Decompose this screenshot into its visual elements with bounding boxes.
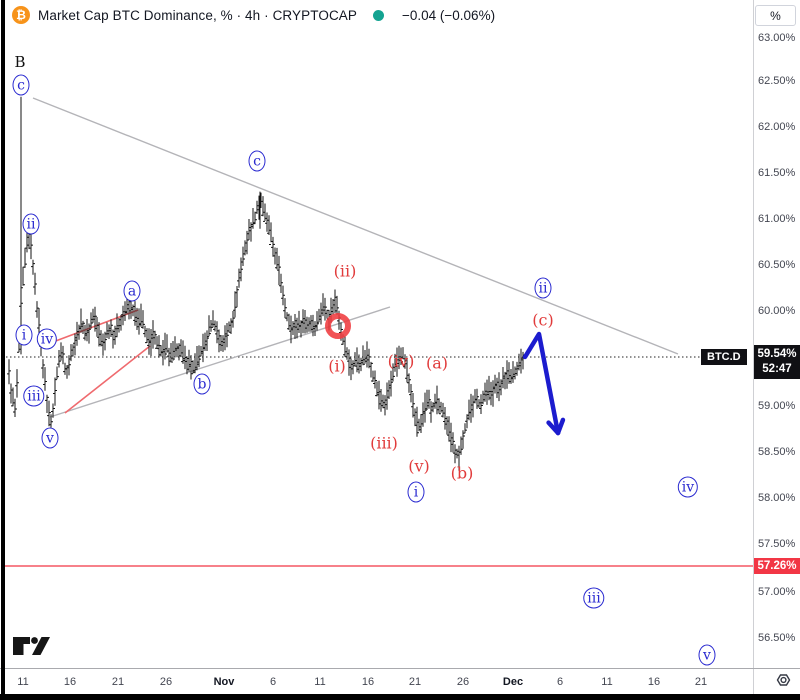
red-wave-label-i[interactable]: (i) [328,356,346,376]
alert-price-label: 57.26% [754,558,800,574]
symbol-title[interactable]: Market Cap BTC Dominance, % · 4h · CRYPT… [38,7,357,23]
price-tick-57.00%: 57.00% [758,586,796,598]
red-wave-label-b[interactable]: (b) [450,463,474,483]
red-wave-label-a[interactable]: (a) [425,353,449,373]
percent-unit-button[interactable]: % [755,5,796,26]
price-tick-63.00%: 63.00% [758,32,796,44]
last-price-value: 59.54% [757,348,797,360]
last-price-label: 59.54% 52:47 [754,345,800,379]
price-tick-56.50%: 56.50% [758,632,796,644]
red-wave-label-iii[interactable]: (iii) [370,433,398,453]
time-tick-11: 11 [314,676,326,688]
chart-legend: ₿ Market Cap BTC Dominance, % · 4h · CRY… [0,0,752,30]
wave-label-a[interactable]: a [123,280,141,302]
time-tick-21: 21 [408,676,422,688]
price-tick-60.50%: 60.50% [758,259,796,271]
wave-label-iii[interactable]: iii [23,385,45,407]
price-tick-62.00%: 62.00% [758,121,796,133]
bitcoin-icon: ₿ [12,6,30,24]
tradingview-logo[interactable] [12,634,52,658]
ring-marker[interactable] [325,313,351,339]
time-tick-16: 16 [63,676,77,688]
wave-label-i[interactable]: i [407,481,425,503]
red-wave-label-c[interactable]: (c) [532,310,554,330]
price-bar-ticks [7,200,525,456]
price-tick-58.50%: 58.50% [758,446,796,458]
wave-label-ii[interactable]: ii [22,213,40,235]
wave-label-iv[interactable]: iv [677,476,699,498]
price-scale[interactable]: % 59.54% 52:47 57.26% 63.00% 62.50% 62.00%… [754,0,800,668]
price-tick-58.00%: 58.00% [758,492,796,504]
window-border-bottom [0,694,800,700]
wave-label-v[interactable]: v [698,644,716,666]
time-tick-16: 16 [647,676,661,688]
red-wave-label-iv[interactable]: (iv) [387,351,415,371]
price-scale-border [753,0,754,694]
wave-label-i[interactable]: i [15,324,33,346]
descending-trendline[interactable] [32,97,679,355]
time-tick-11: 11 [601,676,613,688]
wave-label-c[interactable]: c [12,74,30,96]
red-wave-label-ii[interactable]: (ii) [333,261,357,281]
wave-label-iii[interactable]: iii [583,587,605,609]
price-tick-61.00%: 61.00% [758,213,796,225]
time-tick-26: 26 [456,676,470,688]
wave-label-b[interactable]: b [193,373,211,395]
price-tick-61.50%: 61.50% [758,167,796,179]
projection-arrow[interactable] [522,331,561,436]
red-wave-label-v[interactable]: (v) [408,456,430,476]
time-tick-Dec: Dec [502,676,524,688]
time-tick-26: 26 [159,676,173,688]
time-tick-6: 6 [269,676,277,688]
time-tick-21: 21 [694,676,708,688]
wave-label-B[interactable]: B [14,53,26,71]
time-scale-border [0,668,800,669]
scale-settings-icon[interactable] [769,670,795,690]
time-tick-6: 6 [556,676,564,688]
price-bars[interactable] [8,192,524,471]
market-status-dot-icon[interactable] [373,9,384,21]
price-change-value: −0.04 (−0.06%) [402,7,496,23]
price-tick-59.00%: 59.00% [758,400,796,412]
symbol-price-flag: BTC.D [701,349,747,365]
wave-label-ii[interactable]: ii [534,277,552,299]
time-tick-Nov: Nov [213,676,235,688]
time-tick-21: 21 [111,676,125,688]
wave-label-c[interactable]: c [248,150,266,172]
time-scale[interactable]: 11 16 21 26 Nov 6 11 16 21 26 Dec 6 11 16 21 [0,669,753,694]
wave-label-v[interactable]: v [41,427,59,449]
bar-countdown: 52:47 [762,363,792,375]
ascending-trendline[interactable] [49,306,391,418]
red-wedge-lower[interactable] [64,345,151,414]
price-tick-57.50%: 57.50% [758,538,796,550]
time-tick-11: 11 [17,676,29,688]
price-tick-60.00%: 60.00% [758,305,796,317]
wave-label-iv[interactable]: iv [36,328,58,350]
projection-arrowhead [555,417,566,436]
price-tick-62.50%: 62.50% [758,75,796,87]
time-tick-16: 16 [361,676,375,688]
window-border-left [1,0,5,700]
